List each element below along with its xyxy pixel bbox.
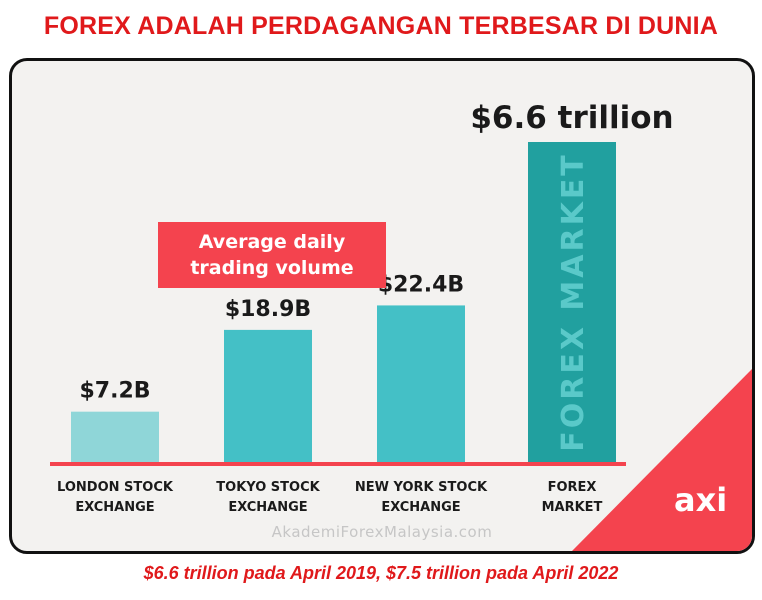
bar-inner-label-forex: FOREX MARKET bbox=[556, 152, 591, 452]
category-label-forex-2: MARKET bbox=[542, 500, 603, 515]
value-label-newyork: $22.4B bbox=[378, 272, 464, 297]
category-label-london-2: EXCHANGE bbox=[75, 500, 154, 515]
legend-line-2: trading volume bbox=[190, 257, 354, 279]
category-label-tokyo-1: TOKYO STOCK bbox=[216, 480, 320, 495]
bar-london bbox=[71, 411, 159, 462]
logo-corner-triangle bbox=[572, 369, 752, 551]
legend-line-1: Average daily bbox=[198, 231, 346, 253]
footer-note: $6.6 trillion pada April 2019, $7.5 tril… bbox=[143, 563, 619, 583]
value-label-tokyo: $18.9B bbox=[225, 297, 311, 322]
watermark: AkademiForexMalaysia.com bbox=[271, 523, 493, 541]
bar-chart: $7.2B LONDON STOCK EXCHANGE $18.9B TOKYO STO… bbox=[50, 100, 752, 551]
value-label-forex: $6.6 trillion bbox=[470, 100, 673, 136]
category-label-forex-1: FOREX bbox=[548, 480, 597, 495]
category-label-tokyo-2: EXCHANGE bbox=[228, 500, 307, 515]
category-label-london-1: LONDON STOCK bbox=[57, 480, 174, 495]
bar-tokyo bbox=[224, 329, 312, 462]
value-label-london: $7.2B bbox=[79, 379, 150, 404]
category-label-newyork-2: EXCHANGE bbox=[381, 500, 460, 515]
axi-logo-icon: axi bbox=[674, 481, 728, 519]
page-title: FOREX ADALAH PERDAGANGAN TERBESAR DI DUN… bbox=[43, 12, 719, 40]
legend-label-box: Average daily trading volume bbox=[158, 222, 386, 288]
category-label-newyork-1: NEW YORK STOCK bbox=[355, 480, 488, 495]
bar-forex bbox=[528, 142, 616, 462]
chart-card: $7.2B LONDON STOCK EXCHANGE $18.9B TOKYO STO… bbox=[9, 58, 755, 554]
bar-newyork bbox=[377, 305, 465, 462]
